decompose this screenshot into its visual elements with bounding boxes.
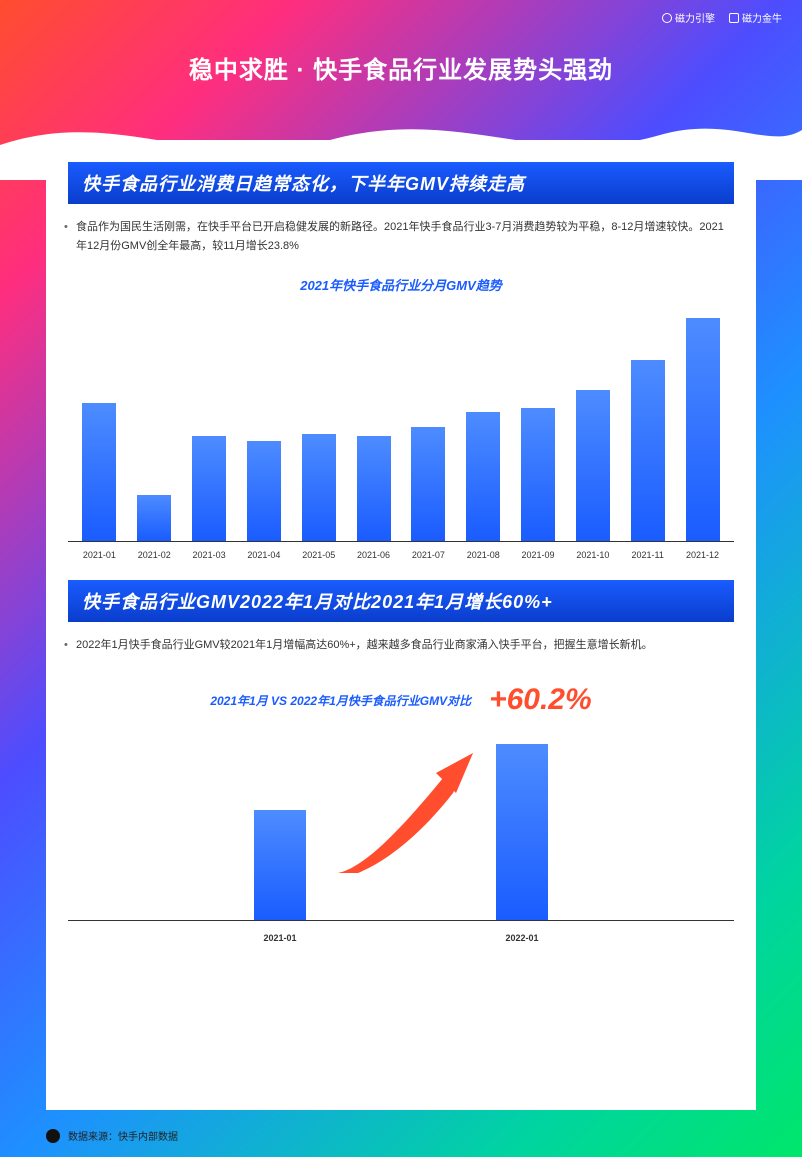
- chart1-bar: [82, 403, 116, 541]
- gmv-compare-chart-wrap: 2021年1月 VS 2022年1月快手食品行业GMV对比 +60.2% 202…: [68, 683, 734, 943]
- gmv-monthly-chart: [68, 312, 734, 542]
- footer-source: 数据来源：快手内部数据: [46, 1128, 178, 1143]
- footer-text: 数据来源：快手内部数据: [68, 1128, 178, 1143]
- footer-dot-icon: [46, 1129, 60, 1143]
- chart1-xlabel: 2021-04: [247, 550, 281, 560]
- section-2: 快手食品行业GMV2022年1月对比2021年1月增长60%+ 2022年1月快…: [46, 570, 756, 953]
- chart2-xlabel: 2021-01: [254, 933, 306, 943]
- section1-desc: 食品作为国民生活刚需，在快手平台已开启稳健发展的新路径。2021年快手食品行业3…: [68, 218, 734, 255]
- section2-banner: 快手食品行业GMV2022年1月对比2021年1月增长60%+: [68, 580, 734, 622]
- section-1: 快手食品行业消费日趋常态化，下半年GMV持续走高 食品作为国民生活刚需，在快手平…: [46, 140, 756, 570]
- chart1-bar: [357, 436, 391, 541]
- chart1-xaxis: 2021-01 2021-02 2021-03 2021-04 2021-05 2021-…: [68, 550, 734, 560]
- chart1-bar: [192, 436, 226, 541]
- brand-a-icon: [662, 13, 672, 23]
- chart1-bar: [137, 495, 171, 541]
- chart1-title: 2021年快手食品行业分月GMV趋势: [68, 275, 734, 294]
- chart1-bar: [247, 441, 281, 542]
- chart1-bar: [686, 318, 720, 541]
- brand-b: 磁力金牛: [729, 10, 782, 25]
- section1-banner: 快手食品行业消费日趋常态化，下半年GMV持续走高: [68, 162, 734, 204]
- top-brand-row: 磁力引擎 磁力金牛: [662, 10, 782, 25]
- chart1-xlabel: 2021-12: [686, 550, 720, 560]
- chart1-xlabel: 2021-01: [82, 550, 116, 560]
- section2-desc: 2022年1月快手食品行业GMV较2021年1月增幅高达60%+，越来越多食品行…: [68, 636, 734, 655]
- chart2-bar: [254, 810, 306, 920]
- chart1-xlabel: 2021-10: [576, 550, 610, 560]
- chart1-bar: [411, 427, 445, 541]
- chart1-bar: [631, 360, 665, 542]
- chart1-xlabel: 2021-02: [137, 550, 171, 560]
- brand-b-icon: [729, 13, 739, 23]
- chart1-xlabel: 2021-05: [302, 550, 336, 560]
- chart2-title: 2021年1月 VS 2022年1月快手食品行业GMV对比: [210, 692, 471, 709]
- brand-a: 磁力引擎: [662, 10, 715, 25]
- chart2-bar: [496, 744, 548, 920]
- chart1-bar: [466, 412, 500, 541]
- chart1-xlabel: 2021-06: [357, 550, 391, 560]
- chart2-title-row: 2021年1月 VS 2022年1月快手食品行业GMV对比 +60.2%: [68, 683, 734, 717]
- chart2-xaxis: 2021-01 2022-01: [68, 933, 734, 943]
- content-card: 快手食品行业消费日趋常态化，下半年GMV持续走高 食品作为国民生活刚需，在快手平…: [46, 140, 756, 1110]
- brand-b-label: 磁力金牛: [742, 10, 782, 25]
- brand-a-label: 磁力引擎: [675, 10, 715, 25]
- chart1-xlabel: 2021-09: [521, 550, 555, 560]
- chart1-xlabel: 2021-08: [466, 550, 500, 560]
- growth-label: +60.2%: [489, 683, 592, 717]
- chart1-xlabel: 2021-03: [192, 550, 226, 560]
- chart1-xlabel: 2021-07: [411, 550, 445, 560]
- chart2-xlabel: 2022-01: [496, 933, 548, 943]
- chart1-xlabel: 2021-11: [631, 550, 665, 560]
- chart1-bar: [521, 408, 555, 542]
- gmv-compare-chart: [68, 721, 734, 921]
- chart1-bar: [576, 390, 610, 541]
- page-title: 稳中求胜 · 快手食品行业发展势头强劲: [0, 50, 802, 85]
- chart1-bar: [302, 434, 336, 541]
